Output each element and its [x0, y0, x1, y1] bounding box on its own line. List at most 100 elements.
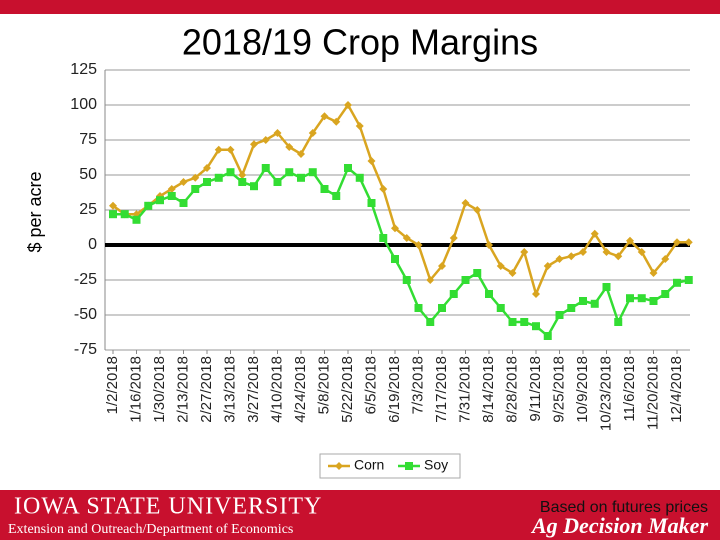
legend-marker: [335, 462, 343, 470]
x-tick-label: 7/17/2018: [433, 356, 450, 423]
footnote: Based on futures prices: [540, 499, 708, 516]
data-point: [485, 290, 493, 298]
y-tick-label: 0: [88, 236, 97, 253]
data-point: [332, 117, 341, 126]
y-tick-label: 50: [79, 166, 97, 183]
data-point: [250, 182, 258, 191]
legend-label: Corn: [354, 457, 384, 473]
y-axis-label: $ per acre: [25, 171, 45, 252]
data-point: [109, 210, 117, 219]
data-point: [261, 136, 270, 144]
data-point: [579, 248, 587, 256]
top-bar: [0, 0, 720, 14]
data-point: [191, 185, 200, 193]
data-point: [179, 199, 188, 207]
data-point: [167, 185, 176, 193]
data-point: [214, 145, 223, 154]
data-point: [438, 262, 446, 270]
data-point: [402, 276, 411, 284]
legend-marker: [405, 462, 413, 470]
data-point: [297, 150, 305, 158]
data-point: [508, 318, 517, 326]
data-point: [250, 140, 258, 149]
data-point: [238, 178, 247, 186]
x-tick-label: 8/28/2018: [503, 356, 520, 423]
data-point: [414, 241, 423, 249]
data-point: [438, 304, 446, 312]
x-tick-label: 3/27/2018: [245, 356, 262, 423]
data-point: [285, 143, 294, 151]
data-point: [684, 238, 693, 247]
data-point: [661, 255, 670, 263]
x-tick-label: 4/24/2018: [292, 356, 309, 423]
data-point: [120, 210, 129, 219]
x-tick-label: 12/4/2018: [668, 356, 685, 423]
data-point: [637, 294, 646, 303]
data-point: [426, 276, 435, 284]
data-point: [567, 304, 576, 312]
series-line: [112, 102, 689, 298]
x-tick-label: 3/13/2018: [221, 356, 238, 423]
x-tick-label: 8/14/2018: [480, 356, 497, 423]
data-point: [496, 304, 505, 312]
data-point: [485, 241, 493, 249]
data-point: [473, 269, 482, 277]
data-point: [226, 145, 235, 154]
data-point: [226, 168, 235, 177]
data-point: [273, 129, 282, 137]
y-tick-label: 125: [70, 61, 97, 78]
x-tick-label: 10/23/2018: [597, 356, 614, 431]
y-tick-label: 25: [79, 201, 97, 218]
data-point: [144, 201, 153, 210]
data-point: [179, 178, 188, 186]
y-tick-label: -75: [74, 341, 97, 358]
data-point: [508, 269, 517, 277]
data-point: [543, 332, 552, 340]
x-tick-label: 11/6/2018: [621, 356, 638, 422]
x-tick-label: 6/19/2018: [386, 356, 403, 423]
department: Extension and Outreach/Department of Eco…: [8, 522, 293, 537]
data-point: [626, 294, 634, 303]
x-tick-label: 6/5/2018: [362, 356, 379, 414]
data-point: [579, 297, 587, 305]
data-point: [297, 173, 305, 182]
data-point: [203, 178, 211, 186]
x-tick-label: 2/13/2018: [174, 356, 191, 423]
data-point: [614, 318, 623, 326]
data-point: [426, 318, 435, 326]
data-point: [637, 248, 646, 256]
data-point: [367, 199, 376, 207]
data-point: [684, 276, 693, 284]
data-point: [203, 164, 211, 172]
data-point: [320, 185, 329, 193]
data-point: [261, 164, 270, 172]
brand: Ag Decision Maker: [530, 513, 708, 538]
data-point: [214, 173, 223, 182]
legend-label: Soy: [424, 457, 448, 473]
data-point: [391, 255, 399, 263]
data-point: [332, 192, 341, 200]
data-point: [449, 290, 458, 298]
data-point: [355, 122, 364, 130]
university-name: IOWA STATE UNIVERSITY: [14, 494, 322, 520]
data-point: [673, 238, 681, 247]
data-point: [532, 322, 540, 331]
data-point: [567, 252, 576, 261]
data-point: [391, 224, 399, 233]
data-point: [473, 206, 482, 214]
y-tick-label: 75: [79, 131, 97, 148]
x-tick-label: 7/31/2018: [456, 356, 473, 423]
data-point: [626, 236, 634, 245]
x-tick-label: 9/25/2018: [550, 356, 567, 423]
x-tick-label: 1/30/2018: [151, 356, 168, 423]
data-point: [520, 248, 529, 256]
x-tick-label: 4/10/2018: [268, 356, 285, 423]
data-point: [132, 215, 141, 224]
data-point: [285, 168, 294, 177]
y-tick-label: -50: [74, 306, 97, 323]
data-point: [320, 112, 329, 121]
data-point: [532, 290, 540, 298]
data-point: [590, 299, 599, 308]
